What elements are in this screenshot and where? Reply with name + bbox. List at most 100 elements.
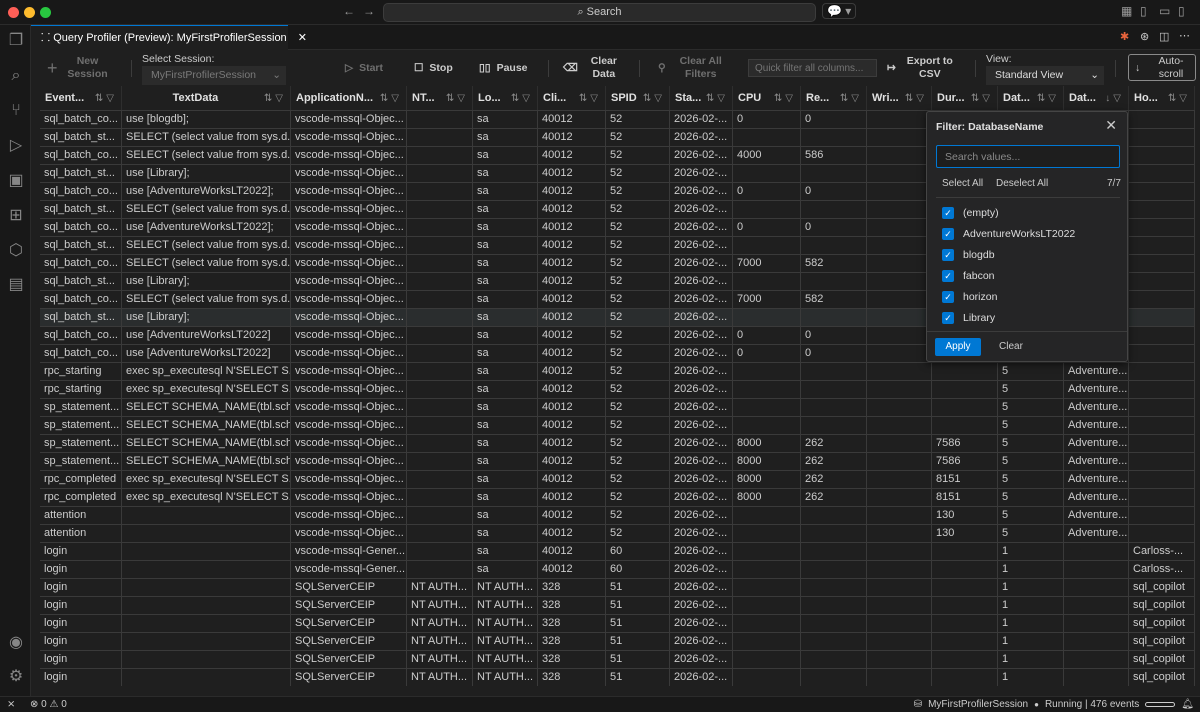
table-row[interactable]: rpc_completed exec sp_executesql N'SELECT… [40,471,1195,489]
table-row[interactable]: sp_statement... SELECT SCHEMA_NAME(tbl.sc… [40,417,1195,435]
close-icon[interactable]: ✕ [1105,117,1117,133]
column-header[interactable]: ApplicationN... ⇅▽ [291,86,407,110]
sort-icon[interactable]: ⇅ [970,92,983,104]
table-row[interactable]: sql_batch_st... use [Library]; vscode-mssq… [40,309,1195,327]
table-row[interactable]: sql_batch_co... use [AdventureWorksLT2022… [40,219,1195,237]
sort-icon[interactable]: ⇅ [94,92,107,104]
table-row[interactable]: login SQLServerCEIP NT AUTH... NT AUTH... 32… [40,651,1195,669]
toggle-sidebar-icon[interactable]: ▯ [1140,4,1147,18]
split-editor-icon[interactable]: ◫ [1159,31,1170,43]
filter-option[interactable]: ✓ horizon [942,290,997,304]
auto-scroll-toggle[interactable]: ↓ Auto-scroll [1128,54,1196,81]
table-row[interactable]: login vscode-mssql-Gener... sa 40012 60 2026-… [40,543,1195,561]
settings-gear-icon[interactable]: ⚙ [8,668,24,685]
sort-descending-icon[interactable]: ↓ [1105,92,1114,104]
filter-option[interactable]: ✓ blogdb [942,248,995,262]
view-select[interactable]: Standard View ⌄ [986,66,1104,85]
export-csv-button[interactable]: ↦ Export to CSV [887,50,958,86]
checkbox-checked-icon[interactable]: ✓ [942,249,954,261]
filter-icon[interactable]: ▽ [982,92,993,104]
column-header[interactable]: Cli... ⇅▽ [538,86,606,110]
sort-icon[interactable]: ⇅ [839,92,852,104]
sort-icon[interactable]: ⇅ [445,92,458,104]
filter-option[interactable]: ✓ fabcon [942,269,995,283]
sort-icon[interactable]: ⇅ [578,92,591,104]
notifications-bell-icon[interactable]: 🔔︎ [1181,699,1194,710]
filter-icon[interactable]: ▽ [916,92,927,104]
toggle-secondary-sidebar-icon[interactable]: ▯ [1178,4,1185,18]
clear-data-button[interactable]: ⌫ Clear Data [563,50,624,86]
table-row[interactable]: sp_statement... SELECT SCHEMA_NAME(tbl.sc… [40,399,1195,417]
new-session-button[interactable]: + New Session [47,50,112,86]
table-row[interactable]: rpc_starting exec sp_executesql N'SELECT … [40,363,1195,381]
table-row[interactable]: sql_batch_co... use [AdventureWorksLT2022… [40,183,1195,201]
column-header[interactable]: Dat... ↓▽ [1064,86,1129,110]
filter-icon[interactable]: ▽ [1179,92,1190,104]
close-tab-icon[interactable]: ✕ [297,32,307,44]
checkbox-checked-icon[interactable]: ✓ [942,270,954,282]
filter-icon[interactable]: ▽ [654,92,665,104]
checkbox-checked-icon[interactable]: ✓ [942,312,954,324]
session-select[interactable]: MyFirstProfilerSession ⌄ [142,66,286,85]
table-row[interactable]: login SQLServerCEIP NT AUTH... NT AUTH... 32… [40,579,1195,597]
checkbox-checked-icon[interactable]: ✓ [942,228,954,240]
search-icon[interactable]: ⌕ [11,67,21,84]
table-row[interactable]: login SQLServerCEIP NT AUTH... NT AUTH... 32… [40,669,1195,686]
column-header[interactable]: Re... ⇅▽ [801,86,867,110]
command-center-search[interactable]: ⌕ Search [383,3,816,22]
filter-icon[interactable]: ▽ [785,92,796,104]
column-header[interactable]: Wri... ⇅▽ [867,86,932,110]
table-row[interactable]: sql_batch_co... SELECT (select value from… [40,147,1195,165]
maximize-window-button[interactable] [40,7,51,18]
filter-icon[interactable]: ▽ [590,92,601,104]
sort-icon[interactable]: ⇅ [1167,92,1180,104]
pause-button[interactable]: ▯▯ Pause [479,50,528,86]
stop-button[interactable]: ☐ Stop [414,50,453,86]
problems-indicator[interactable]: ⊗ 0 ⚠ 0 [30,697,67,712]
table-row[interactable]: sql_batch_co... SELECT (select value from… [40,291,1195,309]
filter-option[interactable]: ✓ AdventureWorksLT2022 [942,227,1075,241]
clear-all-filters-button[interactable]: ⚲ Clear All Filters [658,50,730,86]
account-icon[interactable]: ◉ [9,634,23,651]
explorer-icon[interactable]: ❐ [8,32,24,49]
column-header[interactable]: Sta... ⇅▽ [670,86,733,110]
column-header[interactable]: Lo... ⇅▽ [473,86,538,110]
sort-icon[interactable]: ⇅ [904,92,917,104]
status-session-name[interactable]: MyFirstProfilerSession [928,699,1029,710]
column-header[interactable]: TextData ⇅▽ [122,86,291,110]
column-header[interactable]: Event... ⇅▽ [40,86,122,110]
filter-icon[interactable]: ▽ [1048,92,1059,104]
close-window-button[interactable] [8,7,19,18]
filter-search-input[interactable] [936,145,1120,168]
extensions-icon[interactable]: ⊞ [9,207,23,224]
filter-option[interactable]: ✓ Library [942,311,995,325]
notebook-icon[interactable]: ▤ [8,276,24,293]
sort-icon[interactable]: ⇅ [1036,92,1049,104]
table-row[interactable]: sql_batch_co... SELECT (select value from… [40,255,1195,273]
tab-query-profiler[interactable]: ⸬ Query Profiler (Preview): MyFirstProfi… [31,25,307,50]
sort-icon[interactable]: ⇅ [510,92,523,104]
run-debug-icon[interactable]: ▷ [9,137,23,154]
filter-icon[interactable]: ▽ [717,92,728,104]
column-header[interactable]: CPU ⇅▽ [733,86,801,110]
table-row[interactable]: login SQLServerCEIP NT AUTH... NT AUTH... 32… [40,633,1195,651]
filter-icon[interactable]: ▽ [522,92,533,104]
sort-icon[interactable]: ⇅ [705,92,718,104]
filter-icon[interactable]: ▽ [106,92,117,104]
table-row[interactable]: sql_batch_co... use [AdventureWorksLT2022… [40,345,1195,363]
sort-icon[interactable]: ⇅ [263,92,276,104]
sql-server-icon[interactable]: ⬡ [9,242,23,259]
bug-icon[interactable]: ✱ [1120,31,1130,43]
column-header[interactable]: Dur... ⇅▽ [932,86,998,110]
table-row[interactable]: attention vscode-mssql-Objec... sa 40012 52 2… [40,525,1195,543]
toggle-panel-icon[interactable]: ▭ [1159,4,1171,18]
table-row[interactable]: login SQLServerCEIP NT AUTH... NT AUTH... 32… [40,615,1195,633]
copilot-chat-icon[interactable]: 💬 ▾ [822,3,857,19]
remote-icon[interactable]: ⨯ [7,699,16,710]
table-row[interactable]: sql_batch_st... use [Library]; vscode-mssq… [40,273,1195,291]
sort-icon[interactable]: ⇅ [642,92,655,104]
table-row[interactable]: login vscode-mssql-Gener... sa 40012 60 2026-… [40,561,1195,579]
column-header[interactable]: SPID ⇅▽ [606,86,670,110]
table-row[interactable]: sql_batch_co... use [blogdb]; vscode-mssql… [40,111,1195,129]
filter-icon[interactable]: ▽ [391,92,402,104]
